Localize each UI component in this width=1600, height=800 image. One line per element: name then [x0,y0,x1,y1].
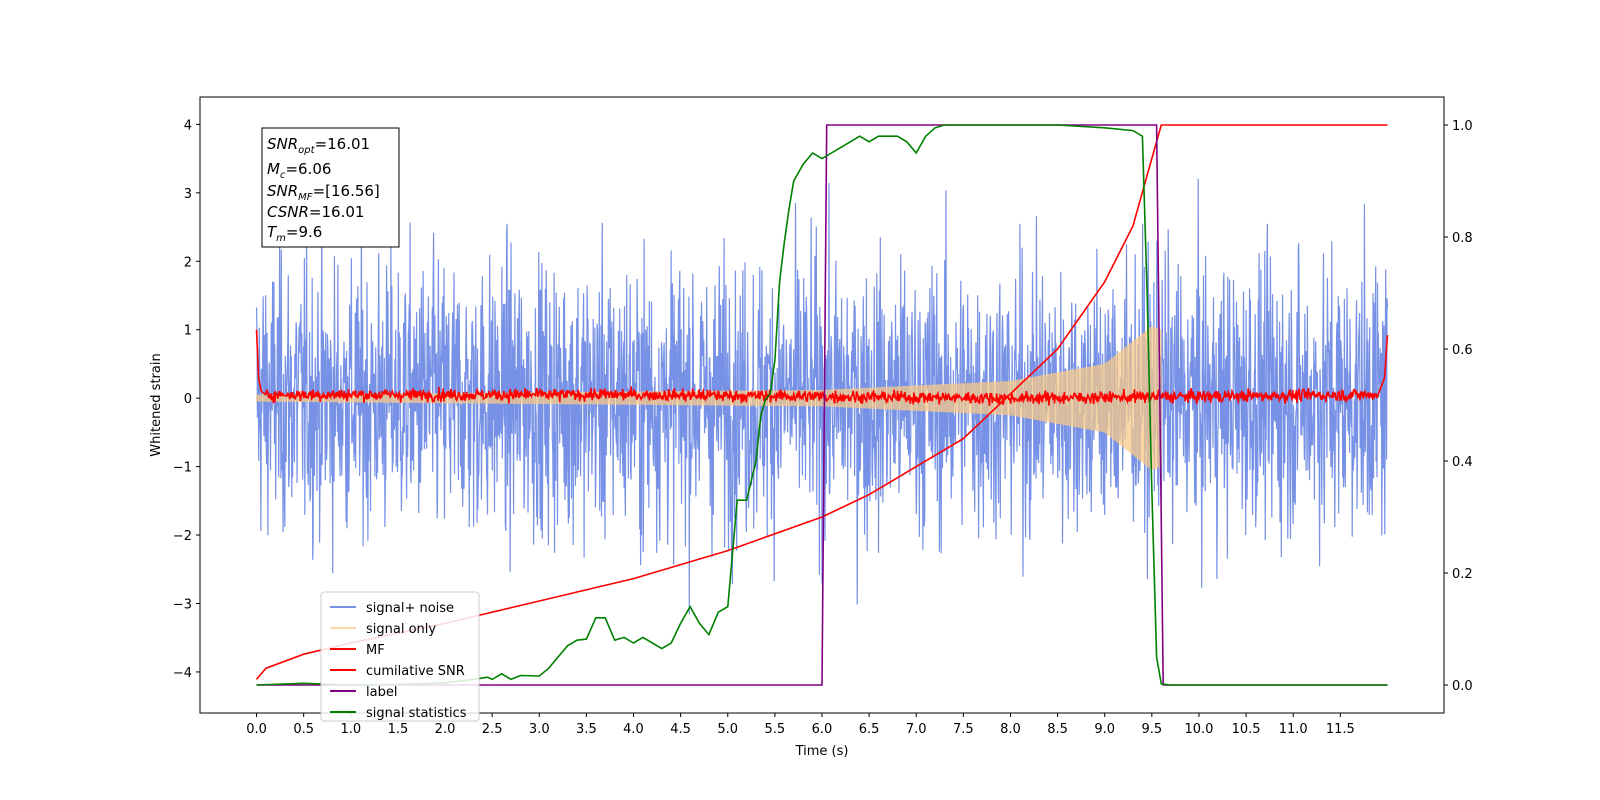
legend-label: signal statistics [366,706,467,721]
legend-frame [320,591,480,722]
y-tick-label-right: 0.4 [1452,455,1473,470]
y-tick-label-left: −1 [173,461,192,476]
y-tick-label-right: 0.6 [1452,343,1473,358]
x-tick-label: 9.5 [1142,722,1163,737]
annotation-frame [261,127,400,248]
x-tick-label: 4.0 [623,722,644,737]
x-tick-label: 3.5 [576,722,597,737]
x-tick-label: 2.5 [482,722,503,737]
x-tick-label: 6.0 [812,722,833,737]
series-line-signal-noise [255,178,1389,615]
legend-label: signal+ noise [366,601,454,616]
x-tick-label: 2.0 [435,722,456,737]
x-tick-label: 0.0 [246,722,267,737]
y-tick-label-left: 3 [184,187,192,202]
y-tick-label-left: 4 [184,118,192,133]
x-tick-label: 0.5 [293,722,314,737]
x-tick-label: 5.0 [717,722,738,737]
legend-label: label [366,685,397,700]
x-tick-label: 7.0 [906,722,927,737]
legend: signal+ noise signal only MF cumilative SNR… [320,591,480,722]
y-tick-label-left: −4 [173,666,192,681]
x-tick-label: 6.5 [859,722,880,737]
legend-label: signal only [366,622,436,637]
y-axis-label: Whitened strain [149,353,164,456]
y-tick-label-left: −3 [173,597,192,612]
y-tick-label-right: 0.8 [1452,231,1473,246]
y-tick-label-right: 0.2 [1452,567,1473,582]
series-line-mf [255,329,1389,407]
x-tick-label: 5.5 [765,722,786,737]
y-tick-label-left: −2 [173,529,192,544]
annotation-snr-mf: SNRMF=[16.56] [267,182,380,203]
ticks-layer: 0.0 0.5 1.0 1.5 2.0 2.5 3.0 3.5 4.0 4.5 5.0 5.5 6.0 6… [173,118,1473,737]
x-tick-label: 4.5 [670,722,691,737]
x-tick-label: 9.0 [1094,722,1115,737]
x-tick-label: 1.5 [388,722,409,737]
y-tick-label-left: 2 [184,255,192,270]
annotation-mc: Mc=6.06 [267,160,331,181]
x-tick-label: 11.5 [1326,722,1355,737]
x-tick-label: 10.0 [1184,722,1213,737]
annotation-snr-opt: SNRopt=16.01 [267,135,370,156]
annotation-tm: Tm=9.6 [267,223,322,244]
y-tick-label-left: 0 [184,392,192,407]
x-tick-label: 10.5 [1232,722,1261,737]
y-tick-label-right: 1.0 [1452,119,1473,134]
legend-label: MF [366,643,385,658]
annotation-csnr: CSNR=16.01 [267,203,364,221]
y-tick-label-left: 1 [184,324,192,339]
x-tick-label: 7.5 [953,722,974,737]
x-axis-label: Time (s) [795,744,849,759]
series-line-signal-statistics [256,124,1388,686]
legend-label: cumilative SNR [366,664,465,679]
series-line-signal-only [255,326,1162,470]
annotation-box: SNRopt=16.01 Mc=6.06 SNRMF=[16.56] CSNR=… [261,127,400,248]
x-tick-label: 8.0 [1000,722,1021,737]
x-tick-label: 8.5 [1047,722,1068,737]
x-tick-label: 11.0 [1279,722,1308,737]
x-tick-label: 3.0 [529,722,550,737]
x-tick-label: 1.0 [340,722,361,737]
y-tick-label-right: 0.0 [1452,679,1473,694]
